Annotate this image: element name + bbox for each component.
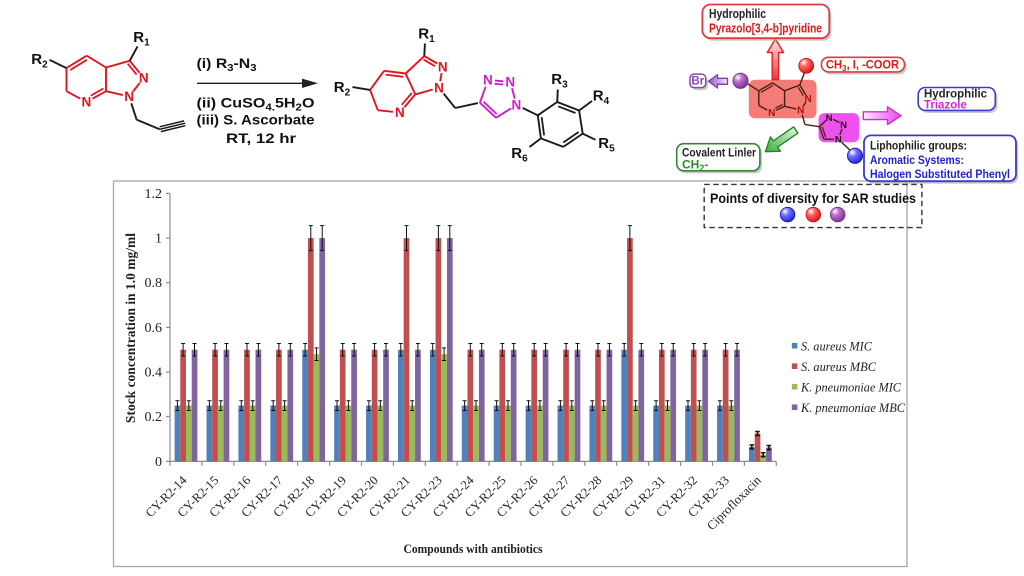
svg-text:0.8: 0.8 bbox=[145, 276, 163, 291]
svg-text:Stock concentration in 1.0 mg/: Stock concentration in 1.0 mg/ml bbox=[123, 233, 138, 423]
svg-text:K. pneumoniae MIC: K. pneumoniae MIC bbox=[800, 380, 902, 394]
svg-text:R5: R5 bbox=[598, 135, 615, 155]
svg-text:N: N bbox=[804, 94, 811, 105]
svg-text:CH3, I, -COOR: CH3, I, -COOR bbox=[826, 60, 900, 74]
svg-text:N: N bbox=[505, 74, 515, 89]
svg-text:0.6: 0.6 bbox=[145, 321, 163, 336]
svg-text:R4: R4 bbox=[593, 88, 610, 108]
svg-text:N: N bbox=[124, 89, 134, 104]
svg-text:Compounds with antibiotics: Compounds with antibiotics bbox=[404, 541, 543, 556]
svg-text:(iii) S. Ascorbate: (iii) S. Ascorbate bbox=[197, 112, 315, 128]
svg-text:Covalent Linler: Covalent Linler bbox=[682, 146, 756, 160]
svg-text:N: N bbox=[438, 59, 448, 74]
svg-text:Hydrophilic: Hydrophilic bbox=[709, 7, 766, 21]
svg-text:N: N bbox=[826, 113, 833, 124]
svg-text:S. aureus MBC: S. aureus MBC bbox=[801, 360, 877, 374]
svg-text:N: N bbox=[395, 105, 405, 120]
svg-text:N: N bbox=[768, 108, 775, 119]
svg-text:Halogen Substituted Phenyl: Halogen Substituted Phenyl bbox=[870, 167, 1010, 181]
svg-text:R1: R1 bbox=[418, 26, 435, 46]
svg-text:N: N bbox=[835, 135, 842, 146]
svg-text:R2: R2 bbox=[31, 51, 48, 71]
svg-text:R2: R2 bbox=[334, 79, 351, 99]
svg-text:N: N bbox=[840, 120, 847, 131]
svg-text:0.4: 0.4 bbox=[145, 366, 163, 381]
svg-text:S. aureus MIC: S. aureus MIC bbox=[801, 339, 873, 353]
svg-text:N: N bbox=[82, 95, 92, 110]
svg-text:N: N bbox=[434, 80, 444, 95]
svg-text:CH2-: CH2- bbox=[682, 158, 708, 174]
svg-text:Liphophilic groups:: Liphophilic groups: bbox=[870, 139, 967, 153]
svg-text:0: 0 bbox=[155, 455, 162, 470]
svg-text:Aromatic Systems:: Aromatic Systems: bbox=[870, 153, 964, 167]
svg-text:1.2: 1.2 bbox=[145, 187, 163, 202]
svg-text:K. pneumoniae MBC: K. pneumoniae MBC bbox=[800, 401, 906, 415]
svg-text:R1: R1 bbox=[133, 29, 150, 49]
svg-text:(i) R3-N3: (i) R 3-N 3 bbox=[197, 55, 257, 74]
svg-text:0.2: 0.2 bbox=[145, 410, 163, 425]
svg-text:N: N bbox=[797, 106, 804, 117]
svg-text:N: N bbox=[512, 97, 522, 112]
svg-text:Points of diversity for SAR st: Points of diversity for SAR studies bbox=[710, 190, 916, 206]
svg-text:RT, 12 hr: RT, 12 hr bbox=[226, 130, 297, 146]
svg-text:R6: R6 bbox=[511, 145, 528, 165]
svg-text:N: N bbox=[139, 70, 149, 85]
svg-text:Hydrophilic: Hydrophilic bbox=[924, 89, 988, 101]
svg-text:R3: R3 bbox=[551, 71, 568, 91]
svg-text:Pyrazolo[3,4-b]pyridine: Pyrazolo[3,4-b]pyridine bbox=[709, 22, 822, 36]
svg-text:N: N bbox=[483, 73, 493, 88]
svg-text:1: 1 bbox=[155, 232, 162, 247]
svg-text:Triazole: Triazole bbox=[924, 100, 967, 112]
svg-text:Br: Br bbox=[691, 76, 704, 88]
